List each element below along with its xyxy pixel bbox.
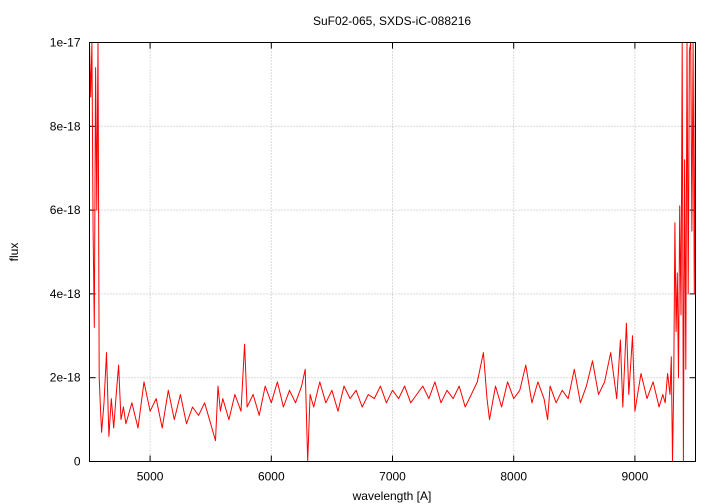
y-tick-label: 2e-18 xyxy=(50,371,81,385)
y-tick-label: 6e-18 xyxy=(50,203,81,217)
y-tick-label: 0 xyxy=(74,455,81,469)
x-tick-label: 9000 xyxy=(622,470,649,484)
plot-frame xyxy=(89,42,696,462)
x-axis-label: wavelength [A] xyxy=(352,489,432,503)
x-tick-label: 7000 xyxy=(379,470,406,484)
chart-title: SuF02-065, SXDS-iC-088216 xyxy=(313,14,471,28)
y-tick-label: 8e-18 xyxy=(50,119,81,133)
x-axis: 5000 6000 7000 8000 9000 xyxy=(137,42,649,484)
y-tick-label: 1e-17 xyxy=(50,36,81,50)
x-tick-label: 6000 xyxy=(258,470,285,484)
y-tick-label: 4e-18 xyxy=(50,287,81,301)
y-axis-label: flux xyxy=(7,243,21,262)
plot-area xyxy=(89,42,696,462)
gridlines xyxy=(89,42,696,462)
x-tick-label: 8000 xyxy=(500,470,527,484)
spectrum-series-line xyxy=(89,42,696,462)
x-tick-label: 5000 xyxy=(137,470,164,484)
y-axis: 0 2e-18 4e-18 6e-18 8e-18 1e-17 xyxy=(50,36,696,469)
